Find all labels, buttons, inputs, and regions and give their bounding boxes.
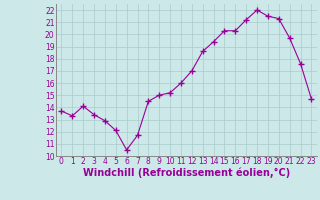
X-axis label: Windchill (Refroidissement éolien,°C): Windchill (Refroidissement éolien,°C) xyxy=(83,168,290,178)
